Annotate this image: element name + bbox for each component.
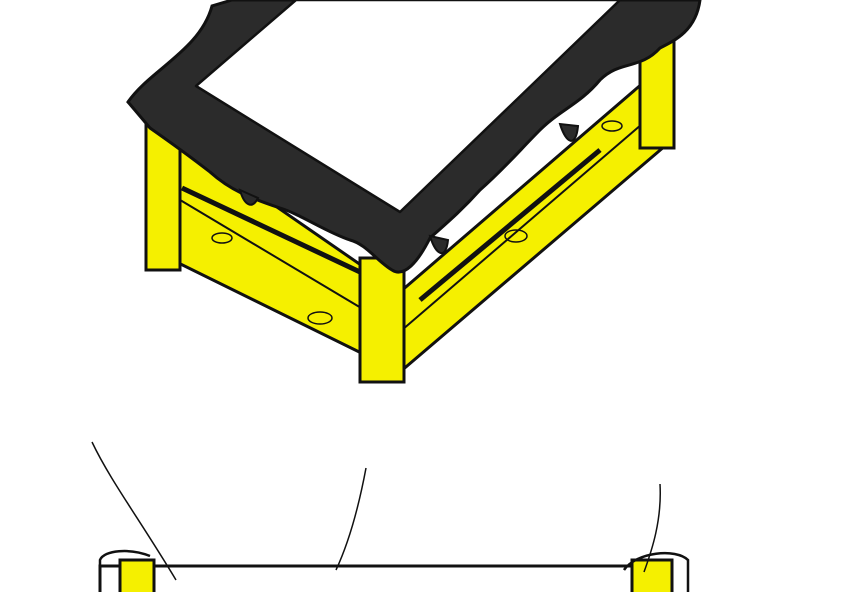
cross-section: [98, 549, 690, 596]
styrofoam-leader-line: [91, 441, 177, 581]
wood-grain: [307, 311, 333, 325]
liner-drip: [428, 234, 450, 254]
liner-edge-left: [98, 549, 151, 592]
raised-bed: [126, 0, 702, 384]
liner-drip: [558, 122, 580, 142]
wood-grain: [211, 232, 233, 244]
styrofoam-board-top: [194, 0, 622, 214]
woodblock-left: [118, 558, 156, 596]
plank-seam: [418, 148, 602, 302]
woodblock-leader-line: [643, 483, 662, 573]
woodblock-right: [630, 558, 674, 596]
plank-seam: [180, 185, 362, 275]
section-board: [98, 564, 642, 596]
foam-cubes-leader-line: [335, 467, 367, 571]
plank-seam: [149, 181, 399, 331]
liner-edge-right: [622, 552, 690, 592]
plank-seam: [401, 99, 671, 331]
wood-grain: [504, 229, 528, 243]
wood-grain: [601, 120, 623, 132]
liner-drip: [238, 188, 260, 206]
corner-post: [358, 256, 406, 384]
